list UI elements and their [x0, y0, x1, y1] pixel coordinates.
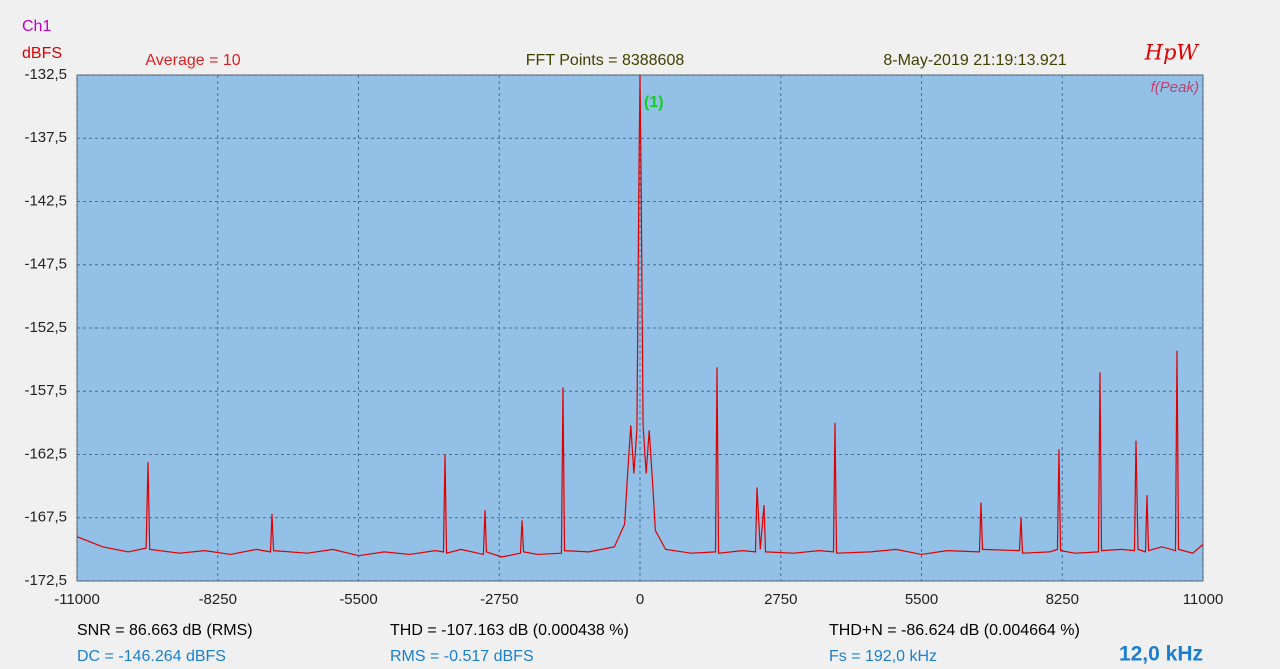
header: 8-May-2019 21:19:13.921 — [883, 52, 1066, 69]
y-tick-label: -142,5 — [24, 192, 67, 209]
header: Average = 10 — [145, 52, 240, 69]
stat: DC = -146.264 dBFS — [77, 648, 226, 665]
x-tick-label: 2750 — [764, 591, 797, 608]
corner-label: 12,0 kHz — [1119, 643, 1203, 666]
y-tick-label: -167,5 — [24, 509, 67, 526]
stat: RMS = -0.517 dBFS — [390, 648, 534, 665]
plot — [77, 75, 1203, 558]
x-tick-label: 5500 — [905, 591, 938, 608]
y-tick-label: -172,5 — [24, 572, 67, 589]
x-tick-label: -5500 — [339, 591, 377, 608]
y-tick-label: -162,5 — [24, 445, 67, 462]
stat: SNR = 86.663 dB (RMS) — [77, 622, 253, 639]
marker-label: (1) — [644, 94, 664, 111]
mode: f(Peak) — [1151, 79, 1199, 96]
stat: Fs = 192,0 kHz — [829, 648, 937, 665]
y-tick-label: -147,5 — [24, 256, 67, 273]
spectrum-line — [77, 75, 1203, 558]
y-tick-label: -132,5 — [24, 66, 67, 83]
stat: THD = -107.163 dB (0.000438 %) — [390, 622, 629, 639]
x-tick-label: -2750 — [480, 591, 518, 608]
y-tick-label: -137,5 — [24, 129, 67, 146]
x-tick-label: 0 — [636, 591, 644, 608]
header: FFT Points = 8388608 — [526, 52, 685, 69]
x-tick-label: -8250 — [199, 591, 237, 608]
y-tick-label: -152,5 — [24, 319, 67, 336]
grid — [76, 74, 1204, 582]
channel: Ch1 — [22, 18, 51, 35]
x-tick-label: -11000 — [54, 591, 100, 608]
logo: HpW — [1144, 41, 1201, 65]
y-tick-label: -157,5 — [24, 382, 67, 399]
x-tick-label: 8250 — [1046, 591, 1079, 608]
y-axis-label: dBFS — [22, 45, 62, 62]
x-tick-label: 11000 — [1183, 591, 1224, 608]
stat: THD+N = -86.624 dB (0.004664 %) — [829, 622, 1080, 639]
